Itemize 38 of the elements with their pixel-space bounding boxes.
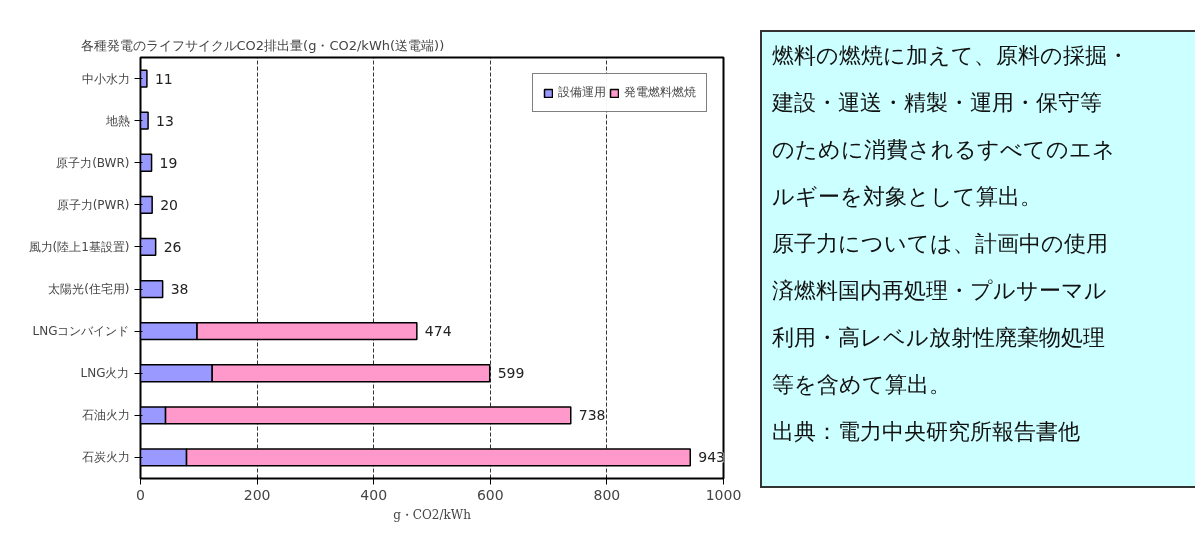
total-label: 19 (159, 154, 178, 171)
total-label: 20 (160, 196, 178, 213)
text: 等を含めて算出。 (772, 372, 951, 397)
text: ルギーを対象として算出。 (772, 184, 1042, 209)
total-label: 738 (578, 407, 606, 424)
x-axis-title: g・CO2/kWh (393, 507, 472, 522)
total-label: 11 (154, 70, 173, 87)
text: 建設・運送・精製・運用・保守等 (772, 90, 1102, 115)
y-tick-label: 石炭火力 (81, 450, 130, 465)
text: のために消費されるすべてのエネ (772, 137, 1115, 162)
text: 済燃料国内再処理・プルサーマル (772, 278, 1107, 303)
legend-label: 発電燃料燃焼 (624, 84, 696, 101)
text: 原子力については、計画中の使用 (772, 231, 1108, 256)
y-tick-label: 太陽光(住宅用) (48, 282, 130, 297)
total-label: 38 (170, 281, 189, 298)
text: 燃料の燃焼に加えて、原料の採掘・ (772, 43, 1129, 68)
y-tick-label: 風力(陸上1基設置) (28, 239, 130, 254)
text: 利用・高レベル放射性廃棄物処理 (772, 325, 1105, 350)
legend-label: 設備運用 (558, 84, 606, 101)
total-label: 26 (163, 238, 182, 255)
total-label: 599 (497, 365, 525, 382)
y-tick-label: 石油火力 (81, 408, 130, 423)
x-tick-label: 200 (243, 486, 271, 503)
y-tick-label: 地熱 (104, 113, 130, 128)
x-tick-label: 600 (476, 486, 504, 503)
total-label: 13 (156, 112, 174, 129)
x-tick-label: 800 (593, 486, 621, 503)
x-tick-label: 0 (136, 486, 145, 503)
source-note: 出典：電力中央研究所報告書他 (772, 419, 1080, 444)
y-tick-label: LNGコンバインド (32, 324, 130, 339)
y-tick-label: 原子力(PWR) (56, 197, 130, 212)
total-label: 474 (424, 323, 452, 340)
y-tick-label: 中小水力 (81, 71, 130, 86)
x-tick-label: 1000 (705, 486, 742, 503)
y-tick-label: LNG火力 (80, 366, 130, 381)
x-tick-label: 400 (360, 486, 388, 503)
y-tick-label: 原子力(BWR) (56, 155, 130, 170)
chart-title: 各種発電のライフサイクルCO2排出量(g・CO2/kWh(送電端)) (80, 37, 445, 53)
